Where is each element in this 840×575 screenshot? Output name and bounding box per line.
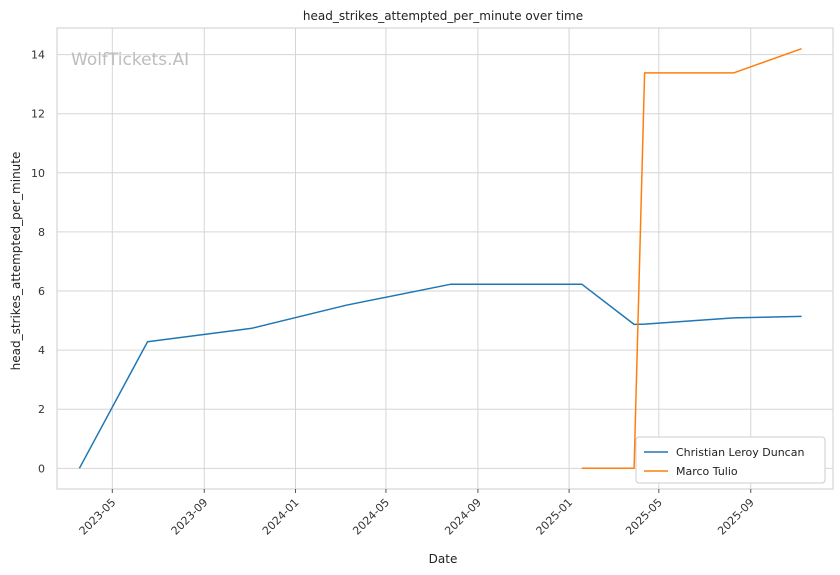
chart-title: head_strikes_attempted_per_minute over t…	[303, 9, 583, 23]
y-axis: 0 2 4 6 8 10 12 14	[31, 49, 45, 476]
x-tick-label: 2024-05	[350, 496, 392, 538]
legend-box	[635, 436, 826, 484]
watermark: WolfTickets.AI	[71, 50, 189, 70]
y-tick-label: 4	[38, 344, 45, 357]
x-tick-label: 2023-09	[169, 496, 211, 538]
y-tick-label: 0	[38, 462, 45, 475]
grid	[57, 28, 833, 489]
x-axis-title: Date	[429, 552, 458, 566]
y-tick-label: 8	[38, 226, 45, 239]
y-axis-title: head_strikes_attempted_per_minute	[9, 152, 23, 371]
x-tick-label: 2024-01	[260, 496, 302, 538]
x-tick-label: 2025-01	[534, 496, 576, 538]
series-line-1	[581, 47, 802, 470]
y-tick-label: 10	[31, 167, 45, 180]
x-axis: 2023-05 2023-09 2024-01 2024-05 2024-09 2025-…	[77, 489, 757, 538]
series-group	[78, 47, 802, 470]
x-tick-label: 2023-05	[77, 496, 119, 538]
y-tick-label: 6	[38, 285, 45, 298]
y-tick-label: 12	[31, 108, 45, 121]
legend-label: Marco Tulio	[676, 465, 738, 478]
y-tick-label: 14	[31, 49, 45, 62]
x-tick-label: 2025-09	[715, 496, 757, 538]
x-tick-label: 2024-09	[442, 496, 484, 538]
legend-label: Christian Leroy Duncan	[676, 446, 804, 459]
series-line-0	[78, 283, 802, 469]
legend: Christian Leroy Duncan Marco Tulio	[635, 436, 826, 484]
plot-area	[56, 27, 834, 490]
x-tick-label: 2025-05	[623, 496, 665, 538]
y-tick-label: 2	[38, 403, 45, 416]
